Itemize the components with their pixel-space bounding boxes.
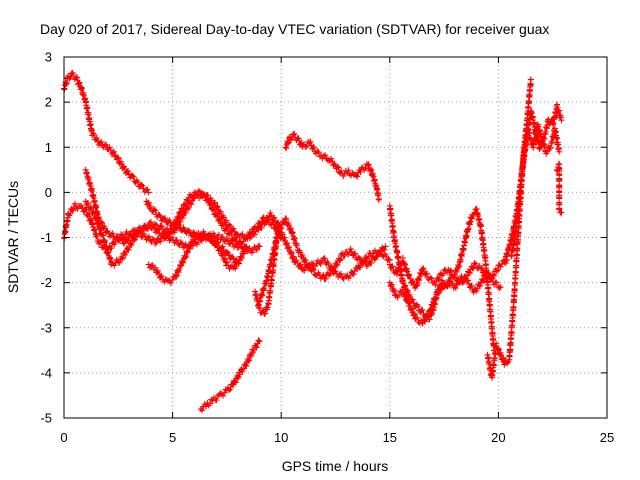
axis-ticks: 0 5 10 15 20 25 -5 -4 -3 -2 -1 0 1 2 3 — [40, 50, 614, 446]
y-tick-label: 2 — [45, 95, 52, 110]
y-tick-label: 0 — [45, 185, 52, 200]
x-tick-label: 0 — [60, 430, 67, 445]
y-tick-label: 3 — [45, 50, 52, 65]
y-tick-label: -4 — [40, 365, 52, 380]
y-axis-label: SDTVAR / TECUs — [5, 181, 21, 293]
y-tick-label: -2 — [40, 275, 52, 290]
data-points — [61, 69, 565, 414]
series-6-markers — [145, 228, 250, 286]
series-9-markers — [256, 215, 389, 305]
series-16 — [508, 121, 563, 260]
y-tick-label: -3 — [40, 320, 52, 335]
series-17 — [554, 160, 565, 216]
series-16-markers — [508, 121, 563, 260]
x-tick-label: 25 — [600, 430, 614, 445]
series-13-markers — [386, 269, 504, 327]
x-tick-label: 10 — [274, 430, 288, 445]
x-tick-label: 5 — [169, 430, 176, 445]
y-tick-label: -1 — [40, 230, 52, 245]
x-tick-label: 15 — [383, 430, 397, 445]
series-1 — [61, 69, 152, 196]
x-axis-label: GPS time / hours — [282, 458, 389, 474]
series-6 — [145, 228, 250, 286]
x-tick-label: 20 — [491, 430, 505, 445]
y-tick-label: -5 — [40, 411, 52, 426]
chart-title: Day 020 of 2017, Sidereal Day-to-day VTE… — [40, 21, 549, 37]
series-9 — [256, 215, 389, 305]
series-7 — [197, 337, 263, 414]
series-7-markers — [197, 337, 263, 414]
series-17-markers — [554, 160, 565, 216]
series-10 — [282, 130, 382, 203]
series-10-markers — [282, 130, 382, 203]
series-13 — [386, 269, 504, 327]
y-tick-label: 1 — [45, 140, 52, 155]
series-1-markers — [61, 69, 152, 196]
